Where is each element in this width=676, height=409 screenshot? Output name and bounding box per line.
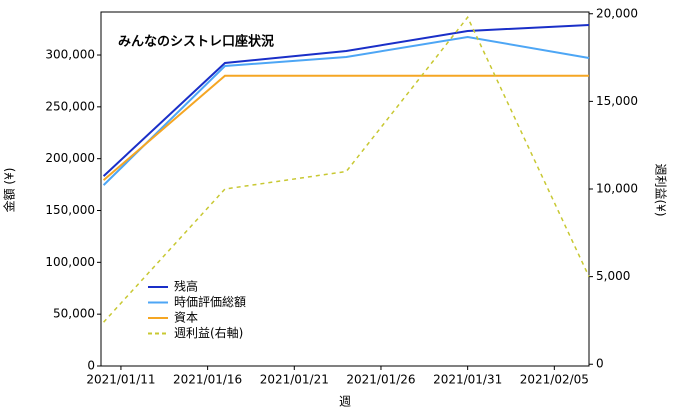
- y2-axis-label: 週利益(¥): [654, 164, 668, 217]
- y-tick-label: 250,000: [45, 99, 95, 113]
- y2-tick-label: 10,000: [596, 182, 638, 196]
- series-line: [102, 35, 590, 186]
- legend-label: 時価評価総額: [174, 294, 246, 309]
- legend-label: 残高: [174, 279, 198, 294]
- y-tick-label: 100,000: [45, 255, 95, 269]
- x-tick-label: 2021/01/11: [86, 373, 155, 387]
- series-line: [103, 15, 590, 323]
- x-tick-label: 2021/01/26: [346, 373, 415, 387]
- y2-tick-label: 5,000: [596, 269, 630, 283]
- legend-label: 資本: [174, 311, 198, 325]
- x-tick-label: 2021/01/21: [260, 373, 329, 387]
- legend-label: 週利益(右軸): [174, 325, 243, 340]
- series-line: [102, 74, 589, 181]
- x-tick-label: 2021/02/05: [520, 373, 589, 387]
- y-axis-label: 金額 (¥): [2, 168, 17, 213]
- y-tick-label: 200,000: [45, 151, 95, 165]
- x-tick-label: 2021/01/16: [173, 373, 242, 387]
- series-line: [102, 23, 590, 177]
- x-axis-label: 週: [339, 395, 351, 409]
- y-tick-label: 0: [87, 359, 95, 373]
- y2-tick-label: 20,000: [596, 6, 638, 20]
- x-tick-label: 2021/01/31: [433, 373, 502, 387]
- y-tick-label: 50,000: [53, 307, 95, 321]
- y2-tick-label: 15,000: [596, 94, 638, 108]
- y2-tick-label: 0: [596, 357, 604, 371]
- y-tick-label: 300,000: [45, 48, 95, 62]
- y-tick-label: 150,000: [45, 203, 95, 217]
- chart-title: みんなのシストレ口座状況: [118, 34, 274, 50]
